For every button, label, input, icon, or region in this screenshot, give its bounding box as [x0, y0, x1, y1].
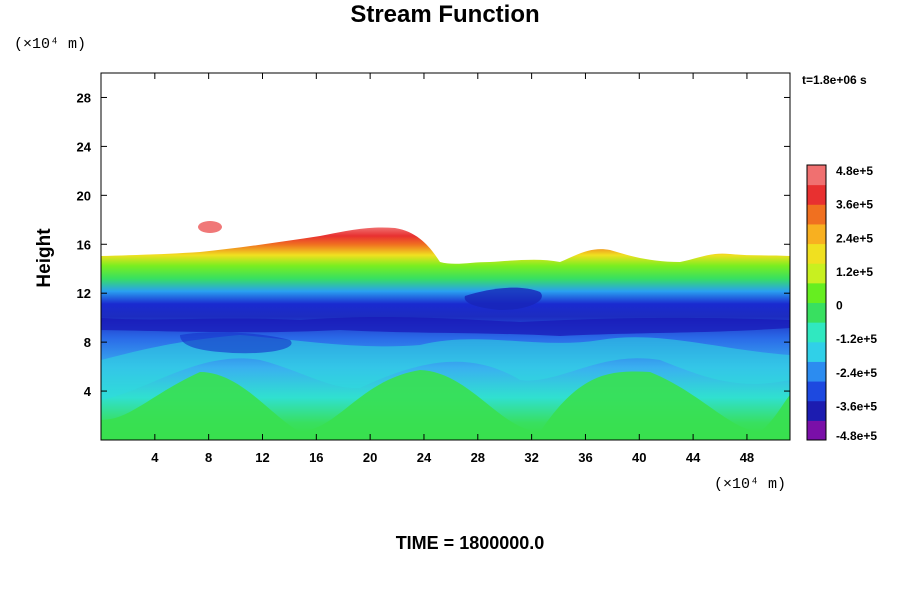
colorbar-swatch — [807, 282, 826, 303]
negative-core-band — [101, 316, 790, 336]
positive-blob — [198, 221, 222, 233]
colorbar-tick-label: 0 — [836, 299, 843, 313]
x-tick-label: 44 — [686, 450, 701, 465]
x-tick-label: 12 — [255, 450, 269, 465]
x-tick-label: 48 — [740, 450, 754, 465]
y-tick-label: 4 — [84, 384, 92, 399]
colorbar-swatch — [807, 381, 826, 402]
negative-patch-mid — [464, 287, 542, 310]
y-axis-label: Height — [34, 228, 55, 288]
y-tick-label: 24 — [77, 139, 92, 154]
x-tick-label: 36 — [578, 450, 592, 465]
x-tick-label: 8 — [205, 450, 212, 465]
y-axis-ticks: 4 8 12 16 20 24 28 — [77, 90, 790, 399]
colorbar-tick-label: 3.6e+5 — [836, 198, 873, 212]
colorbar-tick-label: -2.4e+5 — [836, 366, 877, 380]
colorbar-swatch — [807, 361, 826, 382]
heatmap-field — [101, 73, 790, 440]
colorbar-swatch — [807, 184, 826, 205]
y-tick-label: 8 — [84, 335, 91, 350]
colorbar: 4.8e+5 3.6e+5 2.4e+5 1.2e+5 0 -1.2e+5 -2.4e+5 -… — [806, 164, 877, 443]
colorbar-tick-label: 4.8e+5 — [836, 164, 873, 178]
lower-green-waves — [101, 370, 790, 440]
colorbar-tick-label: 1.2e+5 — [836, 265, 873, 279]
x-tick-label: 24 — [417, 450, 432, 465]
colorbar-swatch — [807, 165, 826, 186]
y-tick-label: 20 — [77, 188, 91, 203]
y-tick-label: 28 — [77, 90, 91, 105]
y-tick-label: 12 — [77, 286, 91, 301]
x-unit-label: (×10⁴ m) — [714, 476, 786, 493]
colorbar-tick-label: 2.4e+5 — [836, 231, 873, 245]
colorbar-swatch — [807, 243, 826, 264]
colorbar-swatch — [807, 263, 826, 284]
time-footer: TIME = 1800000.0 — [396, 533, 545, 553]
colorbar-tick-label: -1.2e+5 — [836, 332, 877, 346]
colorbar-swatch — [807, 322, 826, 343]
colorbar-swatch — [807, 400, 826, 421]
x-tick-label: 32 — [524, 450, 538, 465]
colorbar-frame — [806, 164, 827, 441]
y-unit-label: (×10⁴ m) — [14, 36, 86, 53]
chart-title: Stream Function — [350, 1, 539, 28]
y-tick-label: 16 — [77, 237, 91, 252]
negative-core-lower — [180, 332, 292, 354]
x-tick-label: 28 — [471, 450, 485, 465]
time-annotation: t=1.8e+06 s — [802, 73, 867, 87]
colorbar-swatch — [807, 302, 826, 323]
colorbar-tick-label: -4.8e+5 — [836, 429, 877, 443]
plot-frame — [100, 72, 791, 441]
colorbar-swatch — [807, 420, 826, 441]
x-axis-ticks: 4 8 12 16 20 24 28 32 36 40 44 48 — [151, 73, 754, 465]
x-tick-label: 4 — [151, 450, 159, 465]
colorbar-tick-label: -3.6e+5 — [836, 399, 877, 413]
colorbar-swatch — [807, 204, 826, 225]
colorbar-swatch — [807, 223, 826, 245]
colorbar-swatch — [807, 341, 826, 362]
x-tick-label: 20 — [363, 450, 377, 465]
x-tick-label: 16 — [309, 450, 323, 465]
x-tick-label: 40 — [632, 450, 646, 465]
